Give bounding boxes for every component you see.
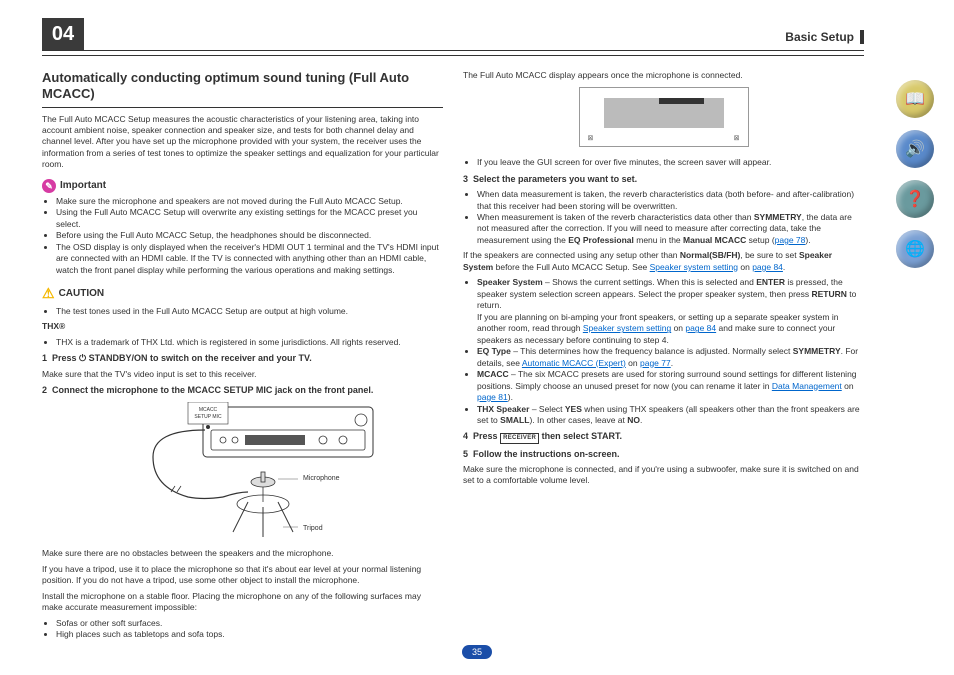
speaker-icon[interactable]: 🔊 xyxy=(896,130,934,168)
tripod-label: Tripod xyxy=(303,525,323,532)
post-diagram-notes: Make sure there are no obstacles between… xyxy=(42,548,443,613)
step-5-note: Make sure the microphone is connected, a… xyxy=(463,464,864,487)
step3-item2: When measurement is taken of the reverb … xyxy=(477,212,864,246)
caution-label: CAUTION xyxy=(59,287,105,301)
list-item: Using the Full Auto MCACC Setup will ove… xyxy=(56,207,443,230)
thx-note-list: THX is a trademark of THX Ltd. which is … xyxy=(42,337,443,348)
intro-paragraph: The Full Auto MCACC Setup measures the a… xyxy=(42,114,443,171)
important-list: Make sure the microphone and speakers ar… xyxy=(42,196,443,276)
step-2: 2 Connect the microphone to the MCACC SE… xyxy=(42,384,443,396)
step-1-note: Make sure that the TV's video input is s… xyxy=(42,369,443,380)
caution-icon: ⚠ xyxy=(42,284,55,303)
caution-list: The test tones used in the Full Auto MCA… xyxy=(42,306,443,317)
link-page-81[interactable]: page 81 xyxy=(477,392,508,402)
step-4: 4 Press RECEIVER then select START. xyxy=(463,430,864,443)
list-item: The OSD display is only displayed when t… xyxy=(56,242,443,276)
bullet-thx-speaker: THX Speaker – Select YES when using THX … xyxy=(477,404,864,427)
important-icon: ✎ xyxy=(42,179,56,193)
mic-label: Microphone xyxy=(303,475,340,482)
help-icon[interactable]: ❓ xyxy=(896,180,934,218)
book-icon[interactable]: 📖 xyxy=(896,80,934,118)
step-1: 1 Press ⏻ STANDBY/ON to switch on the re… xyxy=(42,352,443,364)
right-column: The Full Auto MCACC display appears once… xyxy=(463,70,864,635)
list-item: Sofas or other soft surfaces. xyxy=(56,618,443,629)
link-page-77[interactable]: page 77 xyxy=(640,358,671,368)
section-title: Basic Setup xyxy=(785,30,864,44)
screensaver-note: If you leave the GUI screen for over fiv… xyxy=(477,157,864,168)
paragraph: Make sure there are no obstacles between… xyxy=(42,548,443,559)
main-content: Automatically conducting optimum sound t… xyxy=(42,70,864,635)
chapter-number: 04 xyxy=(42,18,84,50)
paragraph: If you have a tripod, use it to place th… xyxy=(42,564,443,587)
svg-text:SETUP MIC: SETUP MIC xyxy=(194,414,222,420)
list-item: Before using the Full Auto MCACC Setup, … xyxy=(56,230,443,241)
link-data-mgmt[interactable]: Data Management xyxy=(772,381,842,391)
connection-diagram: MCACC SETUP MIC Microphone Tripod xyxy=(42,402,443,542)
step-5: 5 Follow the instructions on-screen. xyxy=(463,448,864,460)
list-item: Make sure the microphone and speakers ar… xyxy=(56,196,443,207)
caution-heading: ⚠ CAUTION xyxy=(42,284,443,303)
step3-item1: When data measurement is taken, the reve… xyxy=(477,189,864,212)
thx-note: THX is a trademark of THX Ltd. which is … xyxy=(56,337,443,348)
main-heading: Automatically conducting optimum sound t… xyxy=(42,70,443,108)
link-auto-mcacc[interactable]: Automatic MCACC (Expert) xyxy=(522,358,626,368)
step3-para: If the speakers are connected using any … xyxy=(463,250,864,273)
link-speaker-setting-2[interactable]: Speaker system setting xyxy=(583,323,671,333)
right-intro: The Full Auto MCACC display appears once… xyxy=(463,70,864,81)
display-diagram: ⊠⊠ xyxy=(579,87,749,147)
receiver-button-label: RECEIVER xyxy=(500,433,539,443)
left-column: Automatically conducting optimum sound t… xyxy=(42,70,443,635)
bullet-speaker-system: Speaker System – Shows the current setti… xyxy=(477,277,864,346)
globe-icon[interactable]: 🌐 xyxy=(896,230,934,268)
list-item: High places such as tabletops and sofa t… xyxy=(56,629,443,640)
important-heading: ✎ Important xyxy=(42,179,443,193)
header-rule xyxy=(42,50,864,51)
bullet-mcacc: MCACC – The six MCACC presets are used f… xyxy=(477,369,864,403)
list-item: The test tones used in the Full Auto MCA… xyxy=(56,306,443,317)
param-bullets: Speaker System – Shows the current setti… xyxy=(463,277,864,426)
side-nav-icons: 📖 🔊 ❓ 🌐 xyxy=(896,80,934,268)
screensaver-list: If you leave the GUI screen for over fiv… xyxy=(463,157,864,168)
important-label: Important xyxy=(60,179,106,193)
link-speaker-setting[interactable]: Speaker system setting xyxy=(650,262,738,272)
link-page-78[interactable]: page 78 xyxy=(775,235,806,245)
step-3-bullets: When data measurement is taken, the reve… xyxy=(463,189,864,246)
footer-page-number: 35 xyxy=(462,645,492,659)
header-rule-2 xyxy=(42,55,864,56)
surface-list: Sofas or other soft surfaces.High places… xyxy=(42,618,443,641)
svg-text:MCACC: MCACC xyxy=(198,407,217,413)
step-3: 3 Select the parameters you want to set. xyxy=(463,173,864,185)
paragraph: Install the microphone on a stable floor… xyxy=(42,591,443,614)
link-page-84[interactable]: page 84 xyxy=(752,262,783,272)
bullet-eq-type: EQ Type – This determines how the freque… xyxy=(477,346,864,369)
thx-label: THX® xyxy=(42,321,443,332)
link-page-84-2[interactable]: page 84 xyxy=(685,323,716,333)
